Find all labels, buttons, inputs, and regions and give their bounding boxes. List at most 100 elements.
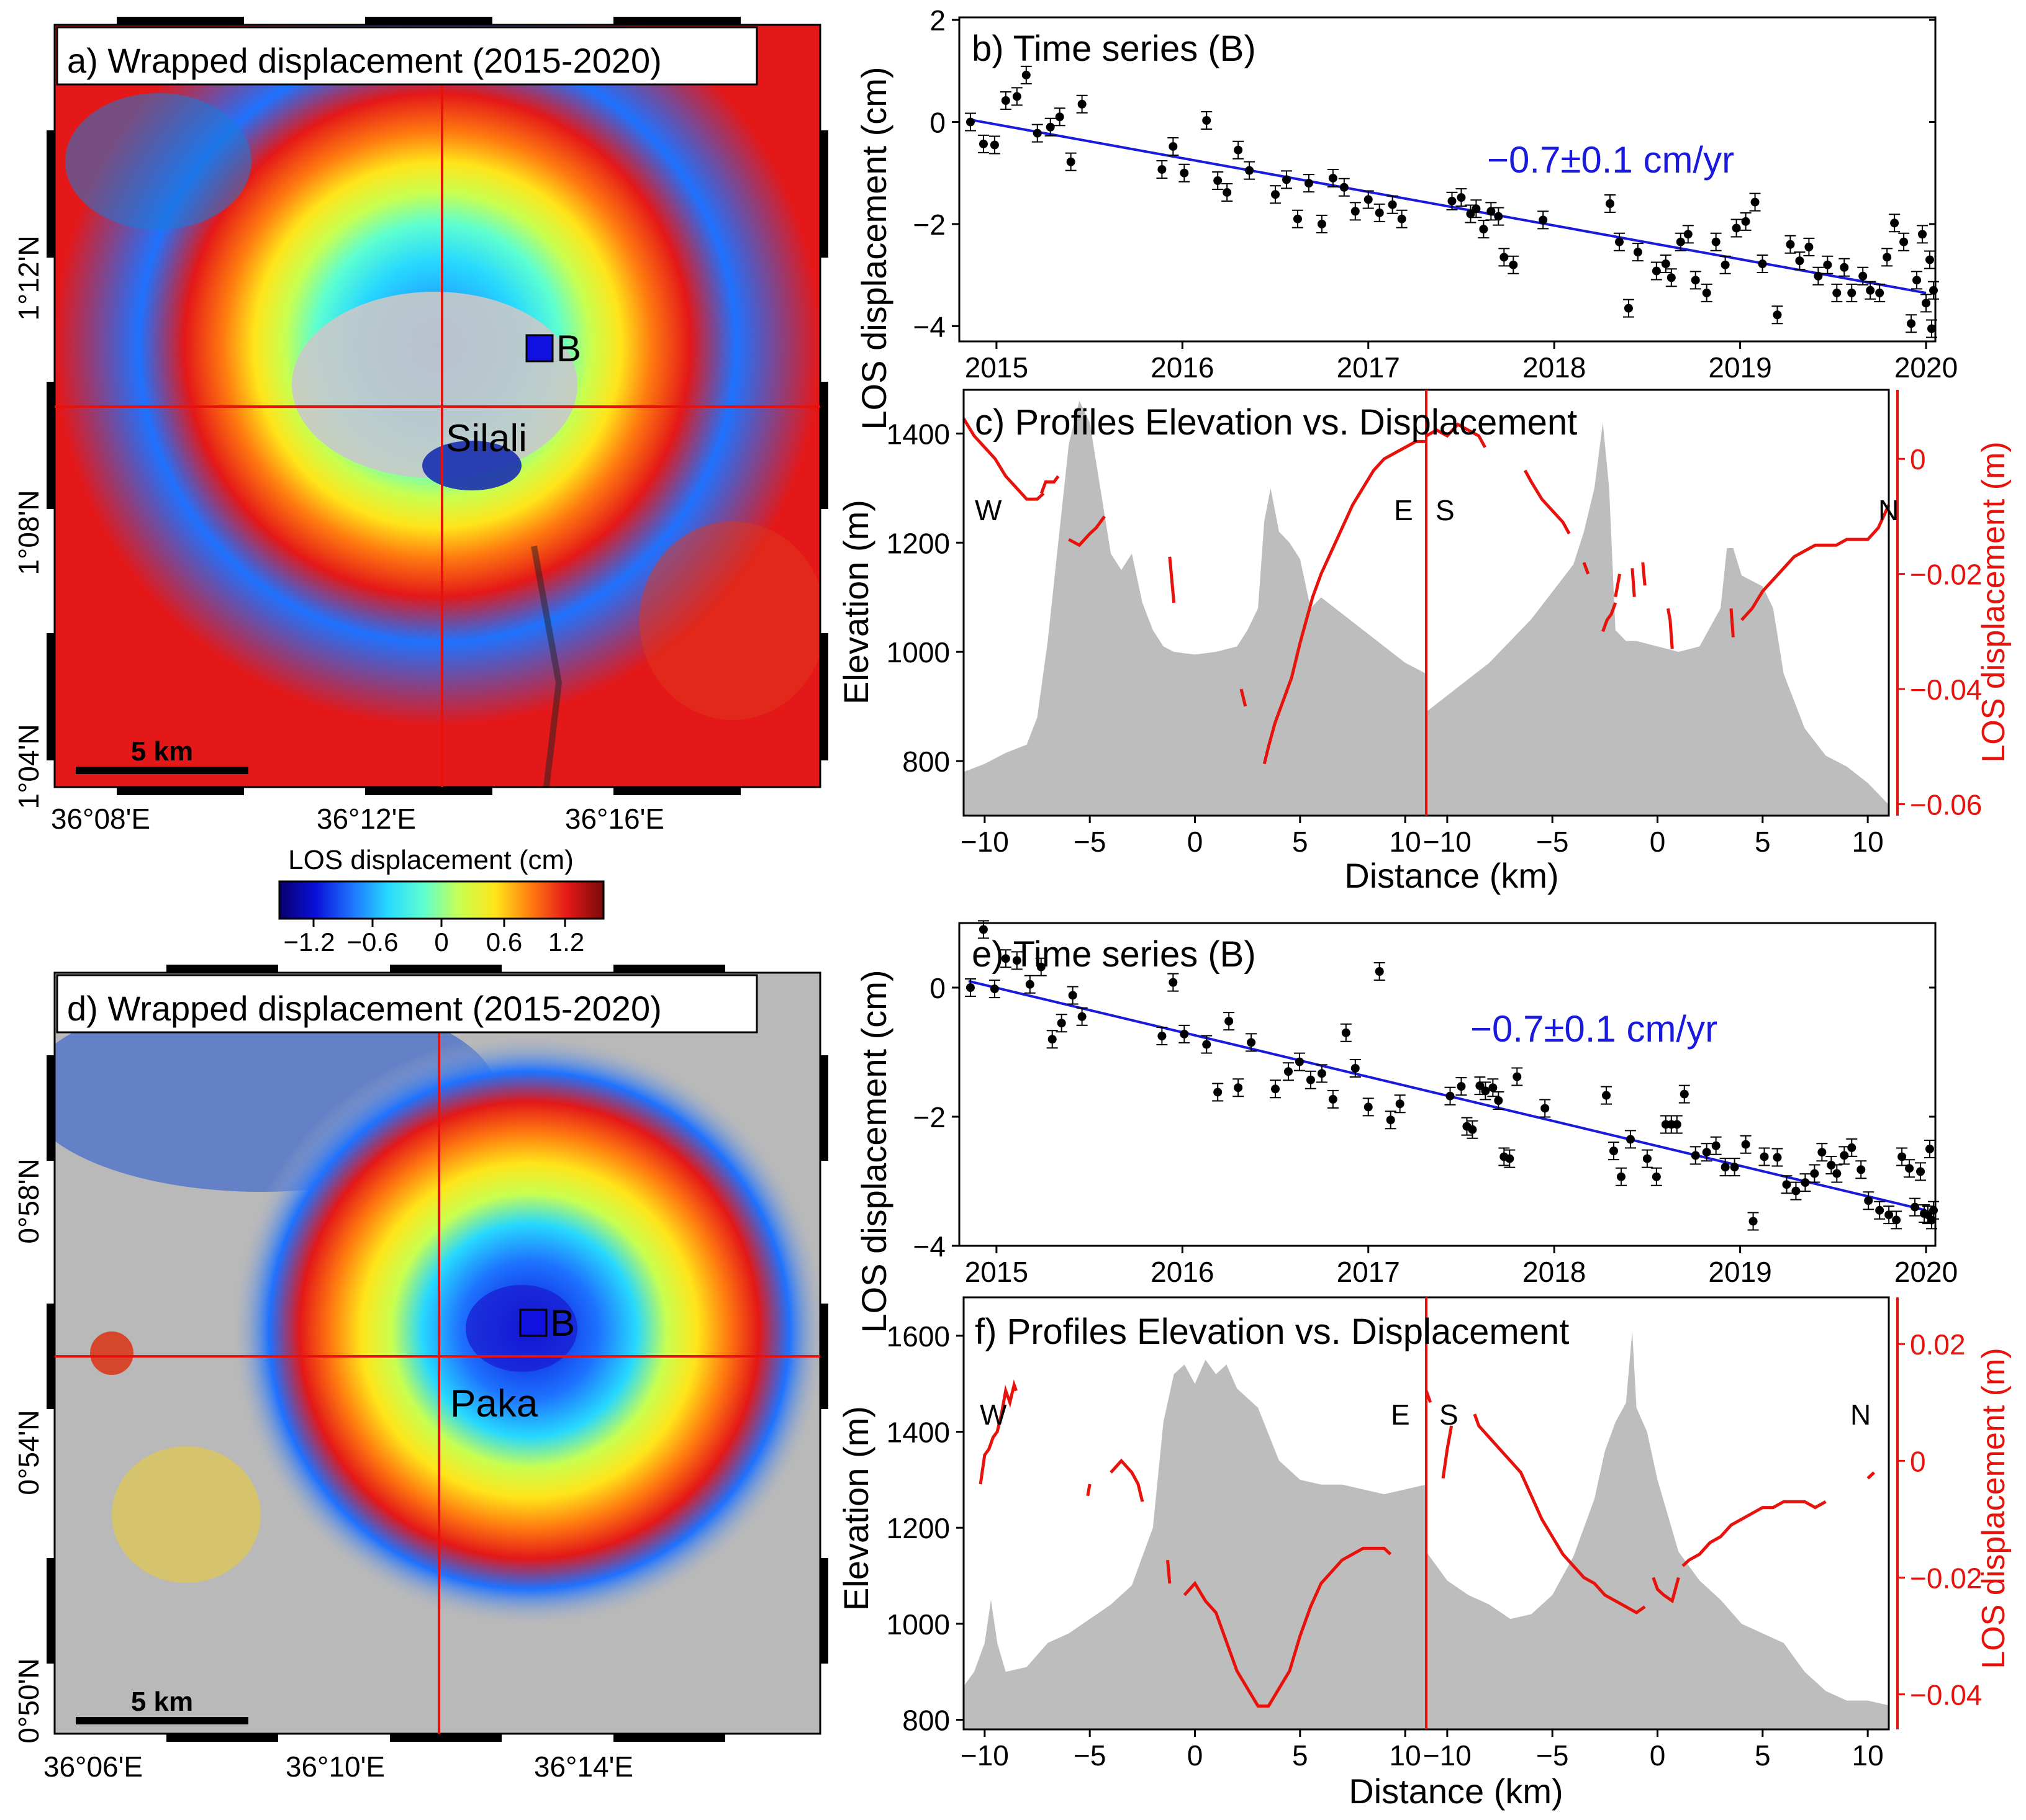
map-d-border-segment bbox=[47, 1055, 55, 1161]
profiles-f-ylabel-left: Elevation (m) bbox=[836, 1406, 875, 1611]
data-point bbox=[1666, 273, 1676, 282]
y-tick-label-right: −0.02 bbox=[1910, 1562, 1982, 1594]
map-a-border-segment bbox=[47, 382, 55, 509]
profiles-f-xlabel: Distance (km) bbox=[1349, 1772, 1563, 1811]
data-point bbox=[1732, 223, 1741, 233]
elevation-area bbox=[964, 1359, 1426, 1729]
y-tick-label-left: 1600 bbox=[887, 1320, 950, 1353]
x-tick-label: 2018 bbox=[1522, 351, 1586, 384]
data-point bbox=[1025, 980, 1034, 989]
x-tick-label: 0 bbox=[1650, 1739, 1666, 1772]
profiles-c-ylabel-right: LOS displacement (m) bbox=[1976, 441, 2012, 762]
displacement-line bbox=[979, 1379, 1018, 1485]
map-d-border-segment bbox=[820, 1558, 828, 1664]
data-point bbox=[1494, 1096, 1503, 1105]
data-point bbox=[1760, 1152, 1769, 1161]
displacement-line bbox=[1165, 1560, 1172, 1584]
data-point bbox=[1213, 176, 1223, 186]
data-point bbox=[1304, 179, 1313, 188]
map-a-rift-fissure bbox=[531, 546, 563, 787]
y-tick-label-left: 1400 bbox=[887, 418, 950, 450]
data-point bbox=[1395, 1099, 1404, 1109]
x-tick-label: 2018 bbox=[1522, 1256, 1586, 1288]
data-point bbox=[1817, 1148, 1827, 1157]
colorbar: LOS displacement (cm) −1.2 −0.6 0 0.6 1.… bbox=[278, 845, 605, 957]
x-tick-label: 2016 bbox=[1151, 351, 1214, 384]
y-tick-label: 0 bbox=[929, 107, 946, 139]
profiles-c-title: c) Profiles Elevation vs. Displacement bbox=[975, 402, 1577, 443]
data-point bbox=[1786, 240, 1795, 249]
data-point bbox=[1505, 1154, 1514, 1163]
data-point bbox=[1810, 1169, 1819, 1178]
x-tick-label: 2015 bbox=[965, 351, 1028, 384]
x-tick-label: 5 bbox=[1755, 826, 1771, 858]
displacement-line bbox=[1425, 422, 1487, 448]
map-d-border-segment bbox=[820, 1304, 828, 1409]
data-point bbox=[1711, 237, 1721, 246]
data-point bbox=[1339, 182, 1349, 192]
displacement-line bbox=[1068, 515, 1106, 547]
map-a-caldera-floor bbox=[422, 441, 522, 490]
map-d-title: d) Wrapped displacement (2015-2020) bbox=[67, 989, 662, 1028]
data-point bbox=[1001, 954, 1010, 963]
map-d-border-segment bbox=[613, 965, 725, 973]
map-d-point-marker bbox=[519, 1309, 548, 1337]
displacement-line bbox=[1666, 608, 1674, 649]
y-tick-label: −4 bbox=[913, 310, 946, 343]
data-point bbox=[1652, 1172, 1661, 1181]
data-point bbox=[1494, 212, 1503, 221]
y-tick-label: 2 bbox=[929, 4, 946, 37]
elevation-area bbox=[1426, 1331, 1889, 1729]
displacement-line bbox=[1681, 1500, 1827, 1567]
displacement-line bbox=[1582, 562, 1590, 575]
map-d-border-segment bbox=[47, 1304, 55, 1409]
map-d-scalebar bbox=[76, 1717, 248, 1724]
map-d-scalebar-label: 5 km bbox=[131, 1687, 193, 1717]
x-tick-label: 2019 bbox=[1708, 351, 1771, 384]
data-point bbox=[990, 984, 999, 994]
data-point bbox=[1499, 253, 1509, 262]
x-tick-label: 0 bbox=[1187, 1739, 1203, 1772]
data-point bbox=[1907, 319, 1916, 328]
data-point bbox=[1057, 1019, 1066, 1028]
data-point bbox=[1832, 288, 1842, 297]
map-d-lat-tick: 0°50'N bbox=[12, 1658, 45, 1743]
data-point bbox=[966, 117, 975, 127]
data-point bbox=[1680, 1089, 1689, 1099]
colorbar-tick-label: 1.2 bbox=[548, 927, 584, 957]
x-tick-label: 10 bbox=[1390, 826, 1421, 858]
x-tick-label: 2020 bbox=[1894, 1256, 1958, 1288]
data-point bbox=[1773, 310, 1782, 320]
data-point bbox=[1271, 1084, 1280, 1094]
data-point bbox=[1847, 288, 1856, 297]
data-point bbox=[1730, 1163, 1739, 1172]
data-point bbox=[1350, 1064, 1360, 1073]
data-point bbox=[1773, 1153, 1782, 1162]
data-point bbox=[1223, 187, 1232, 197]
trend-line bbox=[968, 118, 1927, 294]
x-tick-label: 2019 bbox=[1708, 1256, 1771, 1288]
data-point bbox=[1157, 1032, 1167, 1040]
data-point bbox=[1047, 1035, 1057, 1044]
map-d-title-box bbox=[56, 974, 758, 1034]
data-point bbox=[1890, 218, 1899, 228]
data-point bbox=[1328, 173, 1337, 182]
y-tick-label-left: 800 bbox=[902, 746, 950, 778]
displacement-line bbox=[1110, 1458, 1144, 1502]
x-tick-label: −10 bbox=[1423, 826, 1472, 858]
elevation-area bbox=[964, 400, 1426, 816]
timeseries-e-rate-annotation: −0.7±0.1 cm/yr bbox=[1470, 1008, 1717, 1050]
map-d-point-label: B bbox=[550, 1302, 575, 1344]
data-point bbox=[1929, 286, 1938, 295]
data-point bbox=[1283, 1067, 1293, 1076]
map-a-border-segment bbox=[820, 382, 828, 509]
data-point bbox=[1457, 1082, 1466, 1091]
y-tick-label-left: 1200 bbox=[887, 1512, 950, 1544]
y-tick-label-right: 0 bbox=[1910, 1445, 1926, 1477]
displacement-line bbox=[1168, 556, 1176, 603]
y-tick-label-left: 1000 bbox=[887, 636, 950, 669]
colorbar-label: LOS displacement (cm) bbox=[288, 845, 574, 875]
data-point bbox=[1341, 1028, 1350, 1037]
data-point bbox=[1234, 1083, 1243, 1092]
data-point bbox=[1606, 199, 1614, 209]
